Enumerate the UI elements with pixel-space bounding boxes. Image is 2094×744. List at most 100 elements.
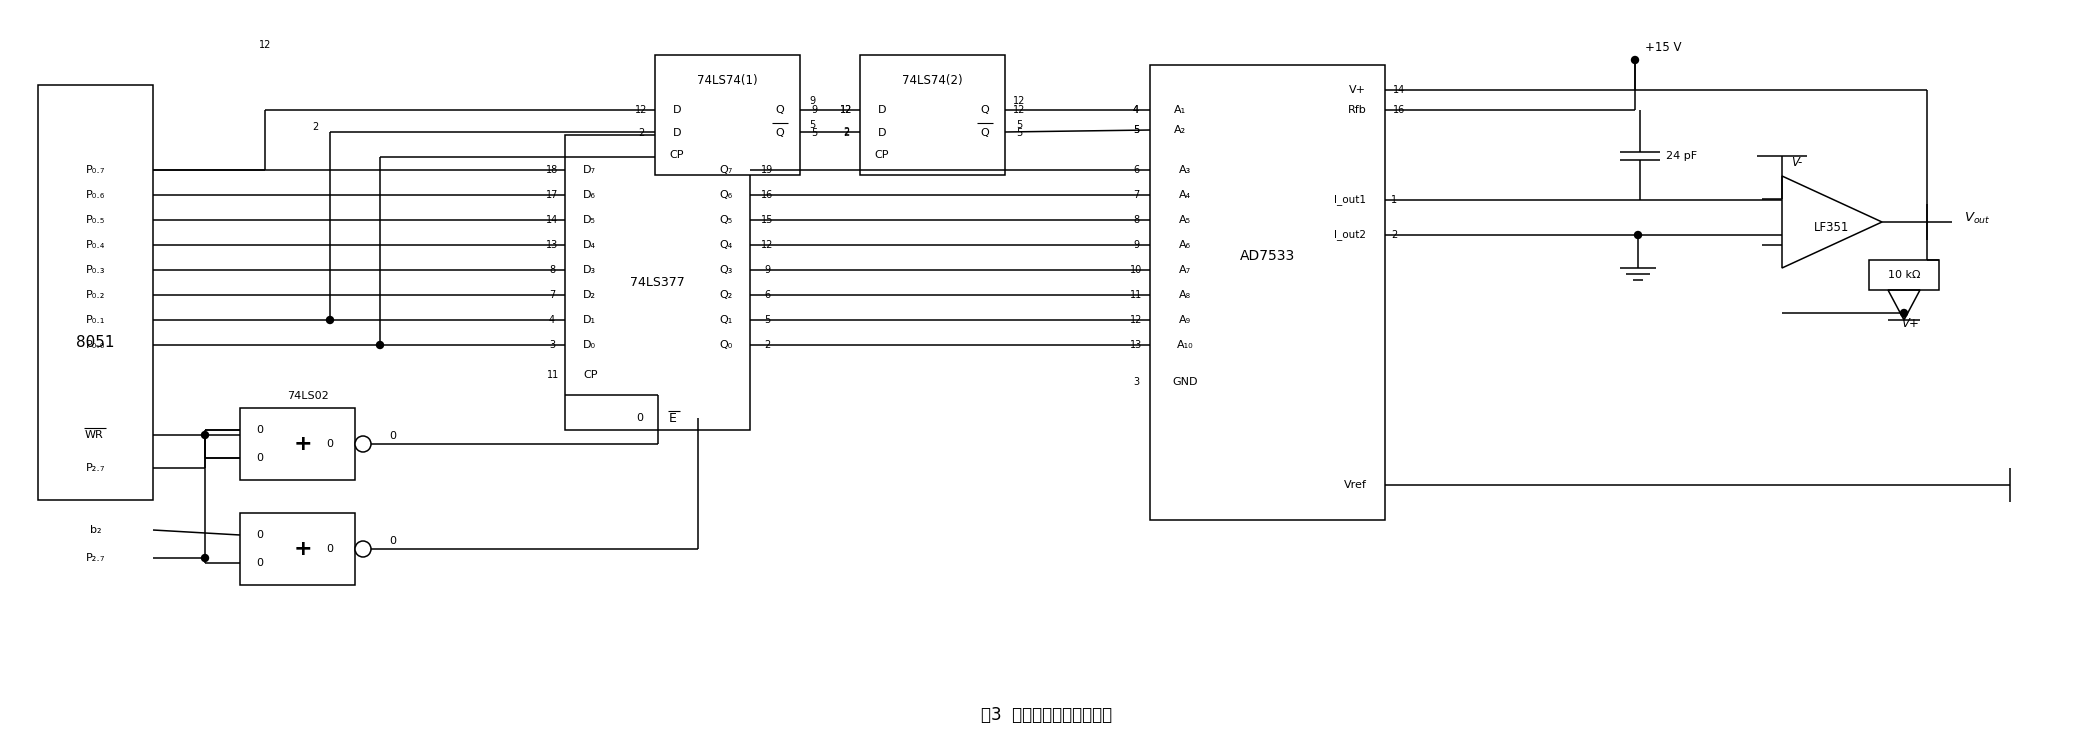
Text: 0: 0 (255, 558, 264, 568)
Text: CP: CP (875, 150, 890, 160)
Text: I_out2: I_out2 (1334, 230, 1365, 240)
Text: GND: GND (1173, 377, 1198, 387)
Bar (655, 55, 800, 175)
Text: 17: 17 (547, 190, 559, 200)
Text: A₂: A₂ (1175, 125, 1185, 135)
Text: 9: 9 (810, 105, 817, 115)
Text: +: + (293, 539, 312, 559)
Text: b₂: b₂ (90, 525, 101, 535)
Text: D₁: D₁ (582, 315, 595, 325)
Text: P₀.₇: P₀.₇ (86, 165, 105, 175)
Text: D₀: D₀ (582, 340, 595, 350)
Bar (241, 513, 356, 585)
Text: D: D (877, 128, 886, 138)
Text: A₁: A₁ (1175, 105, 1185, 115)
Text: 0: 0 (255, 425, 264, 435)
Text: 2: 2 (844, 127, 850, 137)
Text: 74LS74(2): 74LS74(2) (903, 74, 963, 86)
Text: 5: 5 (764, 315, 771, 325)
Text: 15: 15 (760, 215, 773, 225)
Text: V+: V+ (1901, 316, 1918, 330)
Text: 10 kΩ: 10 kΩ (1889, 270, 1920, 280)
Text: 74LS377: 74LS377 (630, 276, 685, 289)
Text: D₃: D₃ (582, 265, 595, 275)
Text: 图3  单片机与衰减器原理图: 图3 单片机与衰减器原理图 (982, 706, 1112, 724)
Text: 2: 2 (844, 128, 850, 138)
Bar (861, 55, 1005, 175)
Circle shape (201, 432, 209, 438)
Text: 12: 12 (840, 105, 852, 115)
Text: 1: 1 (1390, 195, 1397, 205)
Text: A₉: A₉ (1179, 315, 1191, 325)
Text: Q: Q (775, 105, 785, 115)
Text: 4: 4 (549, 315, 555, 325)
Bar (1150, 65, 1384, 520)
Text: Q: Q (775, 128, 785, 138)
Text: P₀.₀: P₀.₀ (86, 340, 105, 350)
Text: E: E (668, 411, 676, 425)
Text: 11: 11 (1131, 290, 1141, 300)
Text: 12: 12 (1131, 315, 1141, 325)
Text: 16: 16 (1393, 105, 1405, 115)
Text: 13: 13 (547, 240, 559, 250)
Text: 0: 0 (327, 439, 333, 449)
Text: +: + (293, 434, 312, 454)
Circle shape (1631, 57, 1638, 63)
Text: Q₄: Q₄ (720, 240, 733, 250)
Text: V+: V+ (1349, 85, 1365, 95)
Circle shape (356, 436, 371, 452)
Text: 7: 7 (549, 290, 555, 300)
Text: 9: 9 (764, 265, 771, 275)
Text: 4: 4 (1133, 105, 1139, 115)
Text: 2: 2 (312, 122, 318, 132)
Text: D₅: D₅ (582, 215, 595, 225)
Text: P₀.₁: P₀.₁ (86, 315, 105, 325)
Text: Q₃: Q₃ (720, 265, 733, 275)
Text: 16: 16 (760, 190, 773, 200)
Text: Q₂: Q₂ (720, 290, 733, 300)
Text: D: D (672, 128, 681, 138)
Text: P₂.₇: P₂.₇ (86, 553, 105, 563)
Text: D: D (877, 105, 886, 115)
Text: I_out1: I_out1 (1334, 194, 1365, 205)
Text: 0: 0 (637, 413, 643, 423)
Text: A₈: A₈ (1179, 290, 1191, 300)
Text: A₆: A₆ (1179, 240, 1191, 250)
Text: 11: 11 (547, 370, 559, 380)
Text: 12: 12 (260, 40, 272, 50)
Text: $V_{out}$: $V_{out}$ (1964, 211, 1989, 225)
Text: P₂.₇: P₂.₇ (86, 463, 105, 473)
Text: D₇: D₇ (582, 165, 595, 175)
Text: Q₇: Q₇ (720, 165, 733, 175)
Text: 5: 5 (1016, 120, 1022, 130)
Text: D₆: D₆ (582, 190, 595, 200)
Text: D: D (672, 105, 681, 115)
Text: 7: 7 (1133, 190, 1139, 200)
Text: 8: 8 (1133, 215, 1139, 225)
Text: 0: 0 (327, 544, 333, 554)
Text: 2: 2 (639, 128, 645, 138)
Text: 0: 0 (255, 453, 264, 463)
Text: P₀.₆: P₀.₆ (86, 190, 105, 200)
Text: 2: 2 (1390, 230, 1397, 240)
Text: 24 pF: 24 pF (1667, 151, 1698, 161)
Text: 5: 5 (1133, 125, 1139, 135)
Text: AD7533: AD7533 (1240, 249, 1294, 263)
Circle shape (1901, 310, 1908, 316)
Text: V-: V- (1790, 155, 1803, 168)
Circle shape (356, 541, 371, 557)
Text: 0: 0 (389, 431, 396, 441)
Bar (241, 408, 356, 480)
Text: 2: 2 (764, 340, 771, 350)
Text: A₇: A₇ (1179, 265, 1191, 275)
Text: Q: Q (980, 128, 988, 138)
Text: D₂: D₂ (582, 290, 595, 300)
Text: 12: 12 (1013, 96, 1026, 106)
Text: Q₆: Q₆ (720, 190, 733, 200)
Text: 5: 5 (810, 128, 817, 138)
Text: WR: WR (84, 430, 103, 440)
Text: 5: 5 (1133, 125, 1139, 135)
Text: 18: 18 (547, 165, 559, 175)
Circle shape (1635, 231, 1642, 239)
Text: 8: 8 (549, 265, 555, 275)
